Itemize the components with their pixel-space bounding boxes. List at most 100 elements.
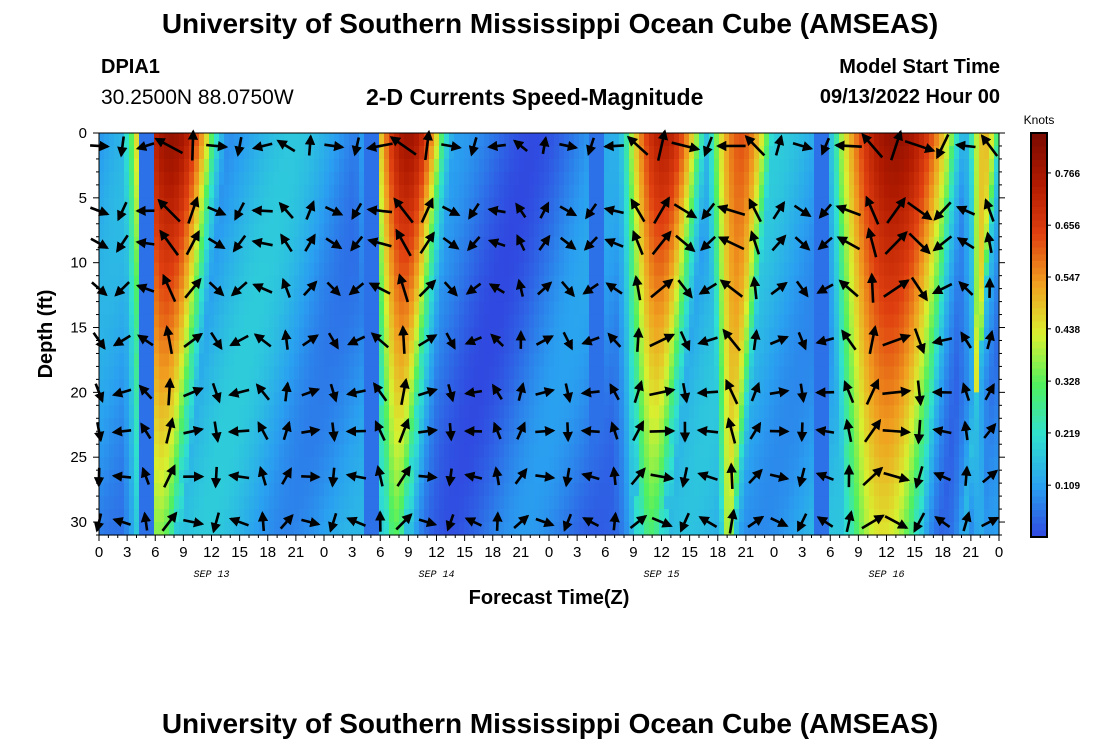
heat-cell [149,392,155,406]
heat-cell [789,496,795,510]
heat-cell [824,133,830,147]
heat-cell [804,197,810,212]
heat-cell [669,522,675,536]
heat-cell [519,262,525,277]
heat-cell [829,379,835,393]
heat-cell [179,236,185,251]
heat-cell [649,353,655,368]
heat-cell [574,366,580,380]
heat-cell [729,158,735,173]
heat-cell [184,522,190,536]
heat-cell [224,301,230,316]
heat-cell [444,483,450,497]
heat-cell [799,158,805,173]
heat-cell [679,249,685,264]
heat-cell [209,340,215,355]
heat-cell [589,340,595,355]
heat-cell [259,457,265,471]
heat-cell [259,405,265,419]
heat-cell [194,353,200,368]
heat-cell [834,275,840,290]
heat-cell [834,496,840,510]
heat-cell [354,366,360,380]
heat-cell [249,366,255,380]
heat-cell [319,288,325,303]
heat-cell [654,522,660,536]
heat-cell [144,145,150,160]
heat-cell [269,171,275,186]
heat-cell [789,262,795,277]
heat-cell [894,522,900,536]
heat-cell [389,171,395,186]
heat-cell [139,431,145,445]
heat-cell [334,133,340,147]
heat-cell [764,444,770,458]
heat-cell [874,171,880,186]
heat-cell [554,223,560,238]
heat-cell [764,470,770,484]
heat-cell [664,457,670,471]
heat-cell [599,301,605,316]
heat-cell [244,405,250,419]
heat-cell [739,444,745,458]
heat-cell [629,496,635,510]
heat-cell [764,223,770,238]
heat-cell [569,184,575,199]
heat-cell [714,522,720,536]
heat-cell [399,249,405,264]
heat-cell [359,392,365,406]
heat-cell [674,314,680,329]
heat-cell [334,366,340,380]
heat-cell [779,145,785,160]
heat-cell [484,470,490,484]
heat-cell [664,379,670,393]
heat-cell [549,133,555,147]
heat-cell [389,522,395,536]
heat-cell [489,171,495,186]
heat-cell [884,457,890,471]
heat-cell [204,431,210,445]
heat-cell [814,223,820,238]
heat-cell [544,353,550,368]
heat-cell [169,171,175,186]
heat-cell [619,288,625,303]
heat-cell [849,223,855,238]
heat-cell [179,158,185,173]
heat-cell [194,145,200,160]
heat-cell [294,249,300,264]
heat-cell [99,275,105,290]
heat-cell [474,223,480,238]
heat-cell [804,470,810,484]
heat-cell [524,431,530,445]
heat-cell [129,457,135,471]
heat-cell [284,184,290,199]
heat-cell [139,353,145,368]
heat-cell [714,418,720,432]
heat-cell [454,133,460,147]
heat-cell [619,197,625,212]
heat-cell [889,288,895,303]
heat-cell [409,236,415,251]
heat-cell [764,483,770,497]
heat-cell [414,405,420,419]
heat-cell [129,522,135,536]
heat-cell [809,301,815,316]
heat-cell [254,392,260,406]
heat-cell [414,145,420,160]
heat-cell [199,301,205,316]
heat-cell [314,133,320,147]
heat-cell [819,379,825,393]
heat-cell [639,431,645,445]
heat-cell [784,522,790,536]
heat-cell [534,509,540,523]
heat-cell [144,184,150,199]
heat-cell [709,418,715,432]
heat-cell [644,418,650,432]
heat-cell [684,197,690,212]
heat-cell [239,314,245,329]
heat-cell [174,158,180,173]
heat-cell [119,431,125,445]
heat-cell [694,379,700,393]
heat-cell [794,327,800,342]
heat-cell [879,418,885,432]
